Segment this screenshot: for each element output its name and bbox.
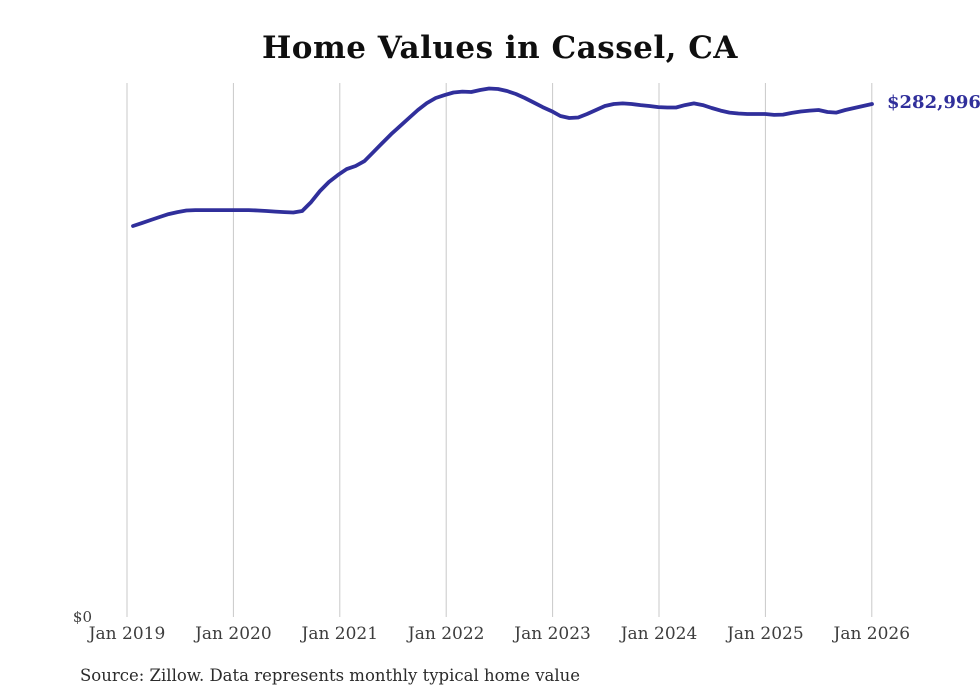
latest-value-label: $282,996 <box>887 92 980 113</box>
x-tick-label-jan-2019: Jan 2019 <box>88 624 166 644</box>
x-tick-label-jan-2024: Jan 2024 <box>620 624 698 644</box>
x-tick-label-jan-2023: Jan 2023 <box>514 624 591 644</box>
home-value-line-series <box>131 86 874 228</box>
x-tick-label-jan-2022: Jan 2022 <box>407 624 485 644</box>
chart-title: Home Values in Cassel, CA <box>262 30 738 66</box>
x-tick-label-jan-2025: Jan 2025 <box>727 624 804 644</box>
x-tick-label-jan-2021: Jan 2021 <box>301 624 379 644</box>
vertical-gridlines <box>126 83 873 617</box>
y-axis-zero-label: $0 <box>72 608 92 626</box>
x-tick-label-jan-2026: Jan 2026 <box>833 624 911 644</box>
source-note: Source: Zillow. Data represents monthly … <box>80 666 581 685</box>
x-tick-label-jan-2020: Jan 2020 <box>195 624 272 644</box>
